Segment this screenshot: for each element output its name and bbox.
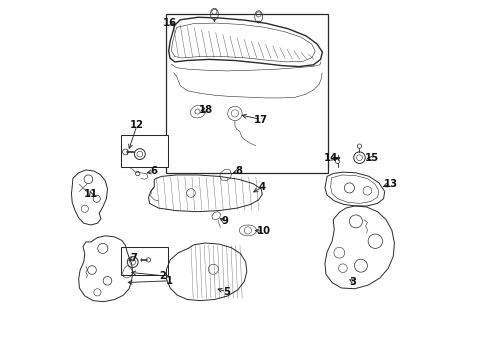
Text: 13: 13 [384,179,398,189]
Text: 8: 8 [235,166,242,176]
Text: 9: 9 [222,216,229,226]
Bar [121,247,168,275]
Text: 6: 6 [151,166,158,176]
Text: 3: 3 [349,276,356,287]
Bar [121,135,168,167]
Text: 17: 17 [254,114,268,125]
Text: 1: 1 [166,276,173,286]
Text: 5: 5 [223,287,230,297]
Bar [166,14,328,173]
Text: 15: 15 [365,153,379,163]
Text: 14: 14 [323,153,338,163]
Text: 12: 12 [130,120,144,130]
Text: 11: 11 [84,189,98,199]
Text: 2: 2 [159,271,167,281]
Text: 18: 18 [199,105,213,115]
Text: 4: 4 [259,182,266,192]
Text: 16: 16 [162,18,176,28]
Text: 7: 7 [131,253,138,264]
Text: 10: 10 [257,226,270,236]
